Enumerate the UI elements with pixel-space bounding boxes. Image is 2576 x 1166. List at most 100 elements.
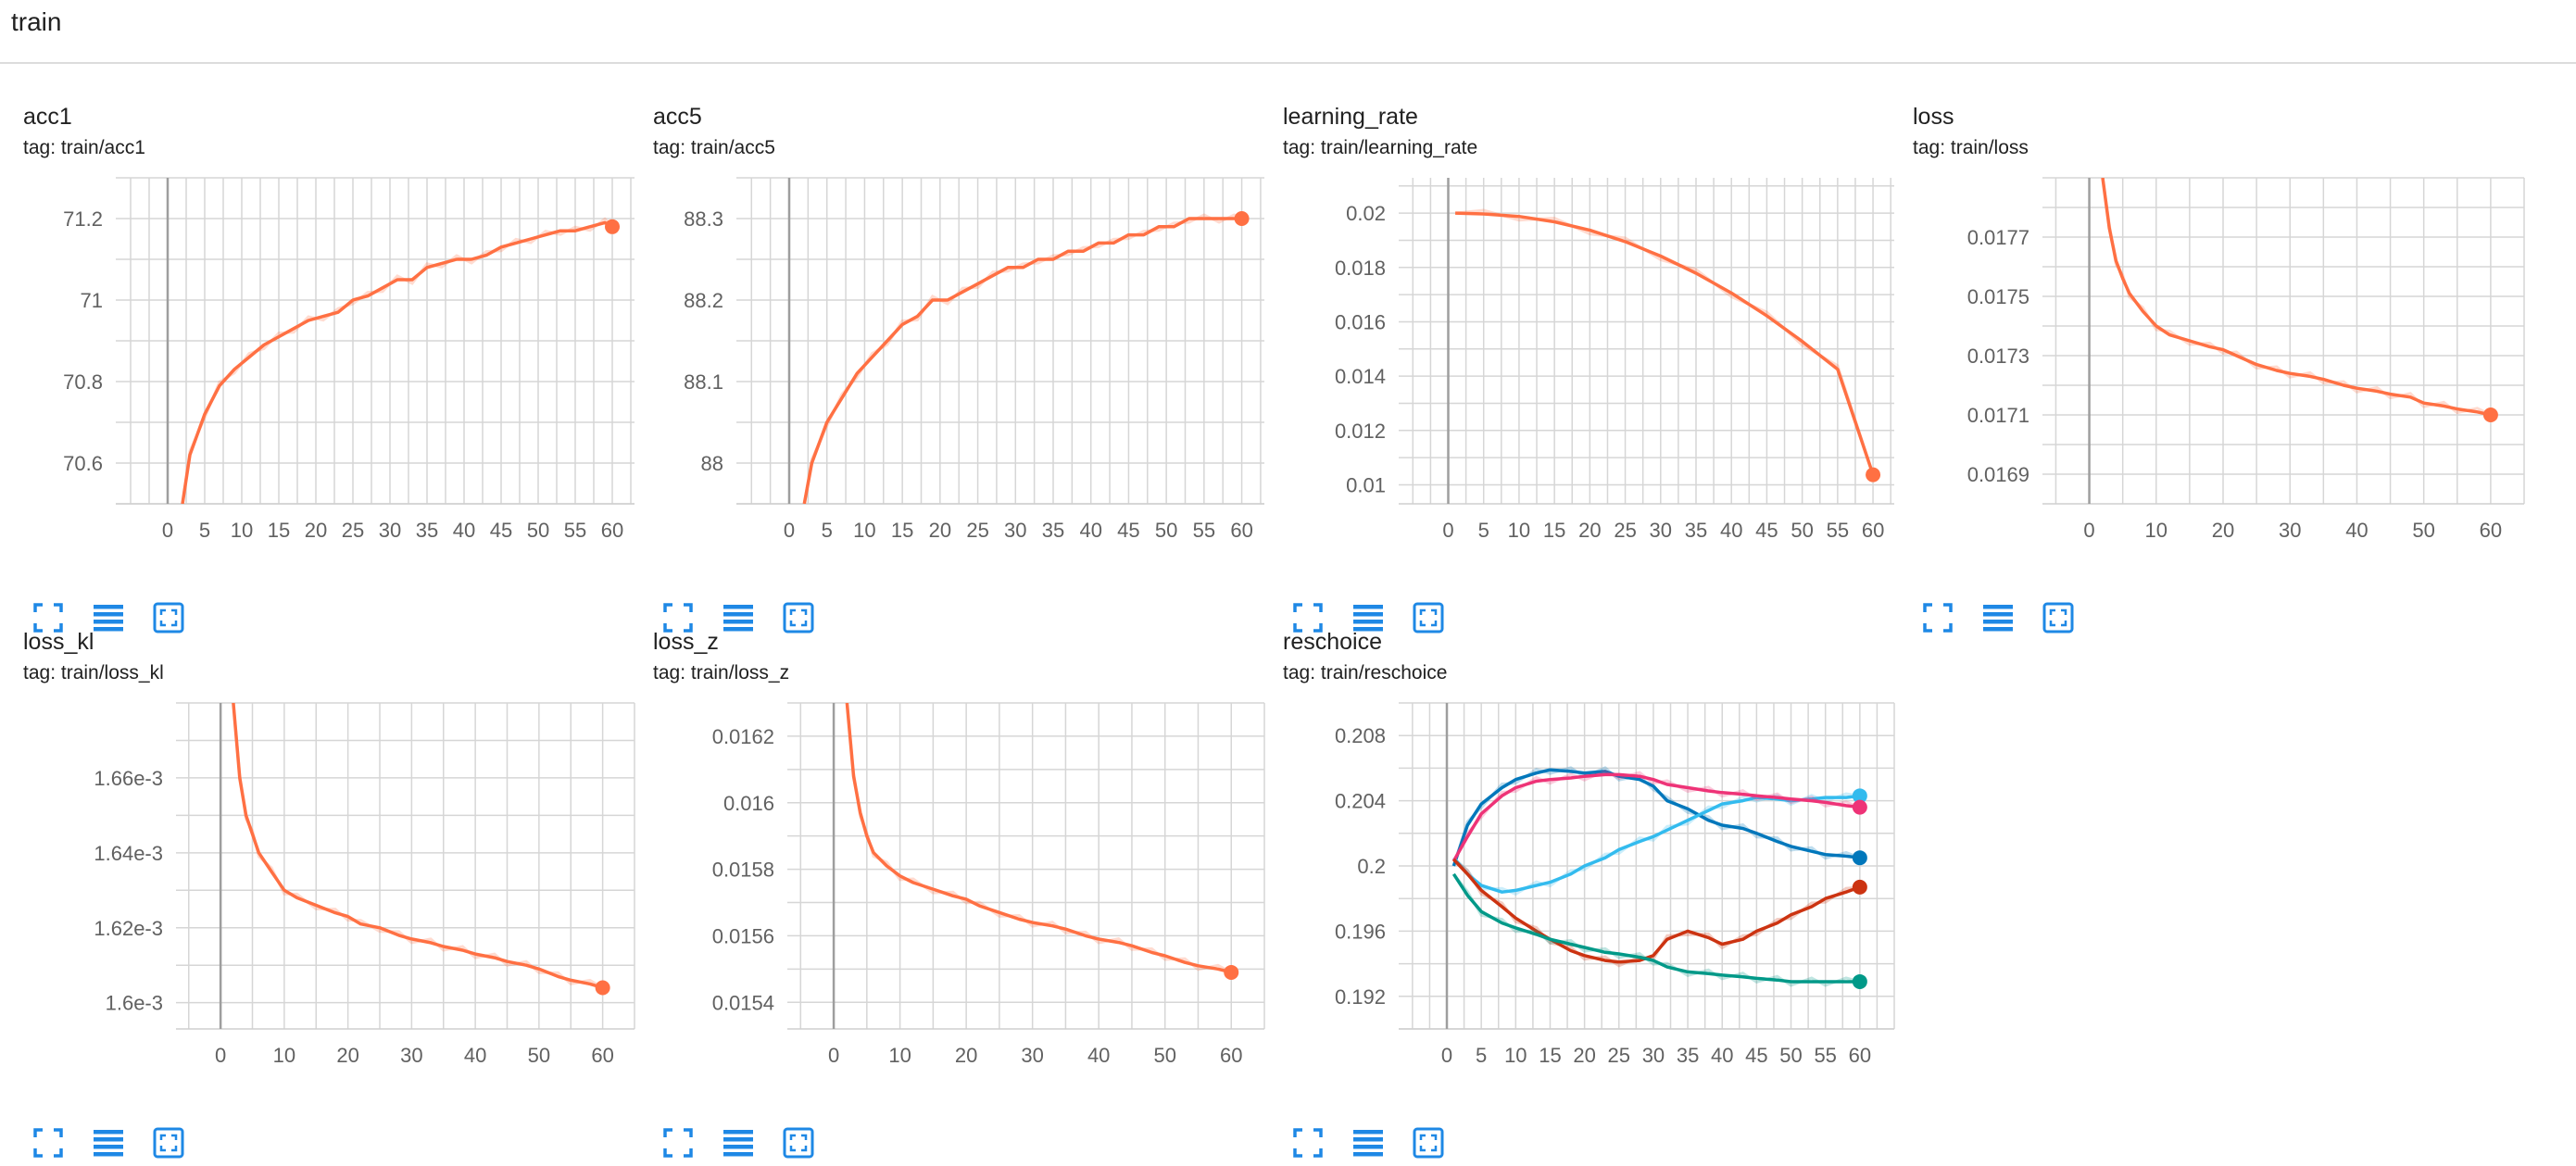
chart-tag: tag: train/learning_rate: [1283, 137, 1478, 158]
series-line: [1452, 794, 1861, 894]
series-line: [181, 220, 613, 504]
x-tick-label: 35: [1685, 519, 1707, 542]
data-table-button[interactable]: [93, 1127, 124, 1159]
x-tick-label: 0: [162, 519, 173, 542]
fit-domain-button[interactable]: [2042, 602, 2074, 633]
fit-domain-button[interactable]: [783, 1127, 814, 1159]
x-tick-label: 25: [342, 519, 364, 542]
x-tick-label: 20: [955, 1044, 977, 1067]
x-tick-label: 30: [2279, 519, 2301, 542]
series-end-point: [1234, 211, 1250, 226]
fullscreen-button[interactable]: [32, 602, 64, 633]
chart-card-acc5: acc5 tag: train/acc5 0 5 10 15 20 25 30 35 40 45 50 5…: [653, 104, 1264, 641]
chart-tag: tag: train/loss_z: [653, 662, 790, 683]
series-end-point: [2482, 407, 2498, 422]
series-group: [2101, 178, 2492, 417]
y-tick-label: 0.0173: [1967, 345, 2029, 368]
x-tick-label: 50: [2412, 519, 2434, 542]
x-tick-label: 45: [1117, 519, 1139, 542]
fullscreen-icon: [663, 1128, 693, 1158]
y-tick-label: 0.0162: [712, 725, 774, 748]
fullscreen-button[interactable]: [1922, 602, 1954, 633]
chart-grid-lines: [1399, 702, 1895, 1030]
x-tick-label: 0: [215, 1044, 226, 1067]
chart-plot: 0 10 20 30 40 50 60 0.0154 0.0156 0.0158 0.016 0.01…: [712, 702, 1265, 1067]
x-tick-label: 10: [888, 1044, 911, 1067]
y-tick-label: 88: [701, 452, 723, 475]
x-tick-label: 5: [199, 519, 210, 542]
fullscreen-button[interactable]: [32, 1127, 64, 1159]
x-tick-label: 5: [1478, 519, 1489, 542]
series-end-point: [1852, 788, 1867, 804]
fit-domain-button[interactable]: [1413, 1127, 1444, 1159]
x-tick-label: 20: [305, 519, 327, 542]
fullscreen-button[interactable]: [1292, 602, 1324, 633]
series-end-point: [595, 980, 610, 996]
chart-title: loss_z: [653, 629, 719, 655]
x-tick-label: 50: [1153, 1044, 1175, 1067]
y-tick-label: 88.1: [684, 370, 723, 394]
fit-domain-icon: [783, 1127, 814, 1159]
series-raw-line: [1454, 208, 1875, 476]
x-tick-label: 10: [2145, 519, 2168, 542]
x-tick-label: 50: [527, 519, 549, 542]
x-tick-label: 15: [891, 519, 913, 542]
y-tick-label: 0.208: [1335, 724, 1386, 747]
x-tick-label: 40: [453, 519, 475, 542]
section-title: train: [11, 7, 62, 36]
series-raw-line: [1451, 766, 1861, 867]
y-tick-label: 0.0177: [1967, 226, 2029, 249]
y-tick-label: 1.66e-3: [94, 767, 163, 790]
fit-domain-icon: [1413, 602, 1444, 633]
x-tick-label: 0: [1442, 519, 1453, 542]
fit-domain-button[interactable]: [153, 602, 184, 633]
x-tick-label: 30: [1642, 1044, 1665, 1067]
x-tick-label: 20: [2212, 519, 2234, 542]
y-tick-label: 0.016: [1335, 310, 1386, 333]
x-tick-label: 25: [1614, 519, 1636, 542]
data-table-button[interactable]: [723, 602, 754, 633]
chart-card-learning-rate: learning_rate tag: train/learning_rate 0 5 1…: [1283, 104, 1894, 641]
fit-domain-button[interactable]: [1413, 602, 1444, 633]
x-tick-label: 30: [1650, 519, 1672, 542]
chart-plot: 0 10 20 30 40 50 60 1.6e-3 1.62e-3 1.64e-3 1.66e-3: [94, 702, 635, 1067]
x-tick-label: 50: [1779, 1044, 1802, 1067]
x-tick-label: 60: [601, 519, 623, 542]
data-table-button[interactable]: [723, 1127, 754, 1159]
x-tick-label: 55: [1193, 519, 1215, 542]
data-table-button[interactable]: [93, 602, 124, 633]
chart-plot: 0 10 20 30 40 50 60 0.0169 0.0171 0.0173 0.0175 0.0…: [1967, 177, 2525, 542]
series-line: [845, 703, 1232, 974]
x-tick-label: 55: [1827, 519, 1849, 542]
chart-title: loss: [1913, 104, 1954, 130]
x-tick-label: 10: [853, 519, 875, 542]
data-table-button[interactable]: [1352, 602, 1384, 633]
fullscreen-button[interactable]: [1292, 1127, 1324, 1159]
y-tick-label: 71.2: [63, 207, 103, 231]
fullscreen-button[interactable]: [662, 602, 694, 633]
y-tick-label: 70.8: [63, 370, 103, 394]
fit-domain-button[interactable]: [783, 602, 814, 633]
series-group: [802, 213, 1243, 504]
x-tick-label: 10: [1504, 1044, 1527, 1067]
series-group: [1451, 766, 1861, 987]
y-tick-label: 88.3: [684, 207, 723, 231]
y-tick-label: 88.2: [684, 289, 723, 312]
section-header: train: [0, 0, 2576, 64]
y-tick-label: 0.0175: [1967, 285, 2029, 308]
x-tick-label: 60: [1862, 519, 1884, 542]
series-end-point: [1852, 973, 1867, 989]
fullscreen-button[interactable]: [662, 1127, 694, 1159]
data-table-button[interactable]: [1352, 1127, 1384, 1159]
series-line: [1455, 211, 1875, 476]
data-table-button[interactable]: [1982, 602, 2014, 633]
x-tick-label: 60: [2480, 519, 2502, 542]
x-tick-label: 40: [1720, 519, 1742, 542]
y-tick-label: 1.64e-3: [94, 842, 163, 865]
fit-domain-button[interactable]: [153, 1127, 184, 1159]
x-tick-label: 60: [591, 1044, 613, 1067]
x-tick-label: 25: [966, 519, 988, 542]
x-tick-label: 35: [416, 519, 438, 542]
chart-title: reschoice: [1283, 629, 1382, 655]
chart-title: acc5: [653, 104, 702, 130]
